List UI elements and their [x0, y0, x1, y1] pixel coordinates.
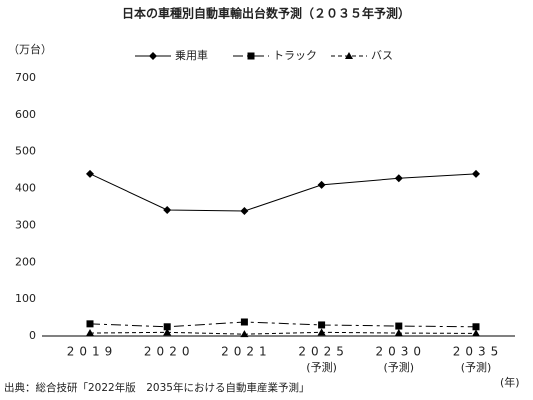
legend-label: トラック	[273, 49, 317, 62]
marker	[163, 323, 171, 331]
marker	[240, 318, 248, 326]
marker	[240, 207, 249, 216]
marker	[149, 52, 157, 60]
source: 出典：総合技研「2022年版 2035年における自動車産業予測」	[4, 381, 309, 394]
series-line	[89, 321, 477, 328]
marker	[318, 321, 326, 329]
y-tick-label: 600	[15, 108, 36, 121]
marker	[472, 169, 480, 178]
marker	[394, 174, 403, 183]
x-tick-note: (予測)	[461, 360, 492, 374]
chart-title: 日本の車種別自動車輸出台数予測（２０３５年予測）	[122, 6, 410, 21]
y-tick-label: 100	[15, 292, 36, 305]
series-line	[89, 173, 477, 212]
marker	[345, 52, 353, 59]
x-axis-label: (年)	[500, 375, 520, 389]
y-tick-label: 0	[29, 329, 36, 342]
y-axis-label: （万台）	[8, 42, 52, 56]
marker	[240, 330, 249, 338]
marker	[247, 52, 255, 60]
legend-label: 乗用車	[175, 48, 208, 62]
marker	[395, 322, 403, 330]
marker	[163, 328, 172, 336]
marker	[472, 323, 480, 331]
x-tick-note: (予測)	[384, 360, 415, 374]
x-tick-label: 2030	[376, 345, 427, 359]
y-tick-label: 500	[15, 145, 36, 158]
marker	[86, 329, 94, 337]
series-line	[89, 331, 477, 335]
x-tick-label: 2025	[298, 345, 349, 359]
y-tick-label: 200	[15, 255, 36, 268]
x-tick-label: 2021	[221, 345, 272, 359]
x-tick-label: 2035	[453, 345, 504, 359]
marker	[86, 169, 94, 178]
marker	[163, 205, 172, 214]
x-tick-note: (予測)	[306, 360, 337, 374]
x-tick-label: 2019	[67, 345, 118, 359]
marker	[394, 329, 403, 337]
marker	[317, 180, 326, 189]
x-tick-label: 2020	[144, 345, 195, 359]
marker	[86, 320, 94, 328]
marker	[472, 329, 480, 337]
y-tick-label: 700	[15, 71, 36, 84]
legend-label: バス	[371, 49, 393, 62]
y-tick-label: 400	[15, 182, 36, 195]
y-tick-label: 300	[15, 218, 36, 231]
marker	[317, 328, 326, 336]
